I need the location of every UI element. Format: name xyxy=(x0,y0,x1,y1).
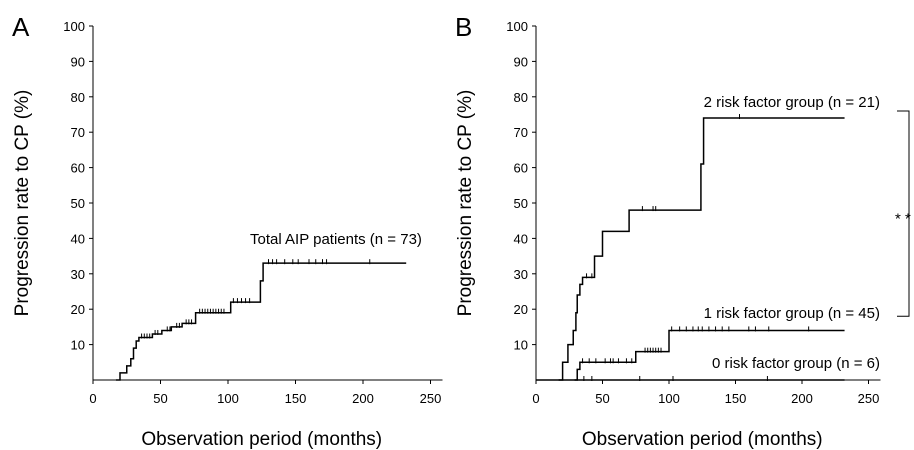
y-tick-label: 70 xyxy=(514,125,528,140)
chart-panel-b: B 10 20 30 40 50 60 70 80 90 100 0 50 100 150 200 250 Obs… xyxy=(455,12,911,450)
y-tick-label: 90 xyxy=(514,54,528,69)
y-tick-label: 20 xyxy=(71,302,85,317)
y-tick-label: 30 xyxy=(71,267,85,282)
y-tick-label: 30 xyxy=(514,267,528,282)
y-tick-label: 60 xyxy=(71,161,85,176)
y-tick-label: 10 xyxy=(71,338,85,353)
y-tick-label: 80 xyxy=(71,90,85,105)
y-tick-label: 20 xyxy=(514,302,528,317)
x-tick-label: 150 xyxy=(725,391,747,406)
y-tick-label: 100 xyxy=(63,19,85,34)
km-curve-1 xyxy=(558,117,845,381)
y-tick-label: 60 xyxy=(514,161,528,176)
panel-label: A xyxy=(12,12,30,42)
x-tick-label: 200 xyxy=(352,391,374,406)
series-label: Total AIP patients (n = 73) xyxy=(250,231,422,248)
x-axis-title: Observation period (months) xyxy=(141,429,382,450)
km-curve-1 xyxy=(115,262,407,381)
x-tick-label: 150 xyxy=(285,391,307,406)
y-tick-label: 80 xyxy=(514,90,528,105)
series-label: 2 risk factor group (n = 21) xyxy=(704,94,880,111)
x-tick-label: 50 xyxy=(153,391,167,406)
y-tick-label: 40 xyxy=(514,231,528,246)
x-tick-label: 100 xyxy=(217,391,239,406)
y-axis-title: Progression rate to CP (%) xyxy=(12,90,33,317)
series-label: 1 risk factor group (n = 45) xyxy=(704,305,880,322)
x-tick-label: 250 xyxy=(420,391,442,406)
y-tick-label: 40 xyxy=(71,231,85,246)
y-tick-label: 90 xyxy=(71,54,85,69)
x-tick-label: 50 xyxy=(595,391,609,406)
y-tick-label: 50 xyxy=(514,196,528,211)
y-tick-label: 100 xyxy=(506,19,528,34)
panel-label: B xyxy=(455,12,472,42)
x-tick-label: 200 xyxy=(791,391,813,406)
y-tick-label: 10 xyxy=(514,338,528,353)
x-tick-label: 0 xyxy=(532,391,539,406)
x-axis-title: Observation period (months) xyxy=(582,429,823,450)
km-curve-2 xyxy=(574,329,845,381)
significance-marker: * * xyxy=(895,211,911,228)
x-tick-label: 100 xyxy=(658,391,680,406)
x-tick-label: 0 xyxy=(89,391,96,406)
y-tick-label: 70 xyxy=(71,125,85,140)
significance-bracket xyxy=(897,110,910,317)
chart-panel-a: A 10 20 30 40 50 60 70 80 90 100 0 50 100 150 200 250 Obs… xyxy=(12,12,443,450)
x-tick-label: 250 xyxy=(858,391,880,406)
y-axis-title: Progression rate to CP (%) xyxy=(455,90,476,317)
y-tick-label: 50 xyxy=(71,196,85,211)
series-label: 0 risk factor group (n = 6) xyxy=(712,355,880,372)
